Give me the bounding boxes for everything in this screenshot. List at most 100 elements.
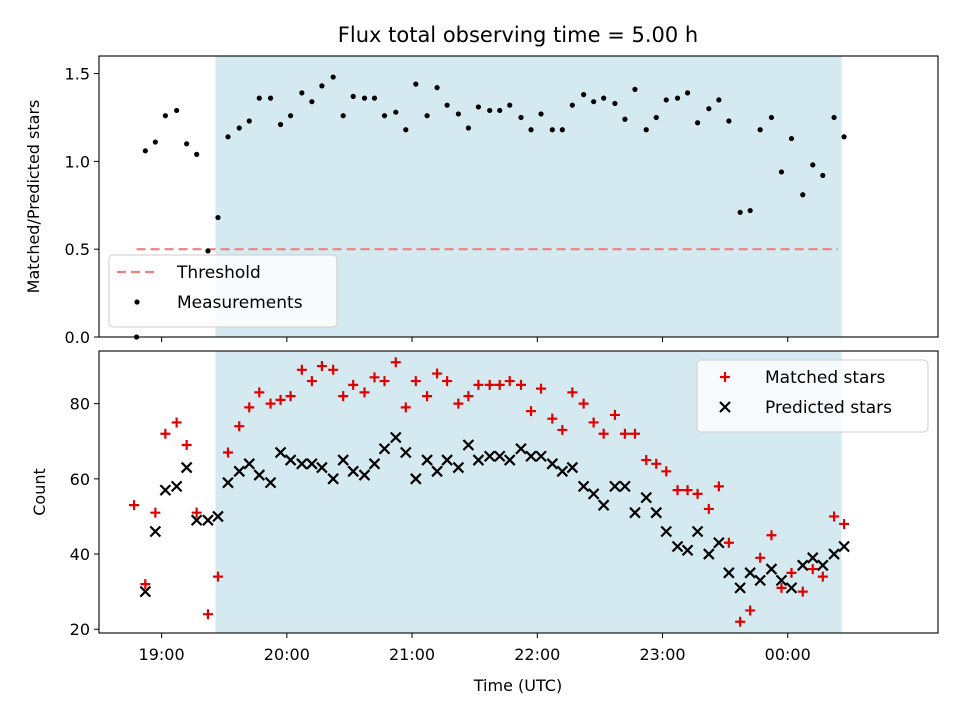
cross-point xyxy=(170,480,183,493)
series-matched-stars xyxy=(129,357,850,627)
cross-point xyxy=(587,488,600,500)
dot-point xyxy=(716,97,722,103)
plus-point xyxy=(839,518,850,529)
cross-point xyxy=(472,454,485,466)
dot-point xyxy=(591,99,597,105)
plus-point xyxy=(442,376,453,387)
plus-point xyxy=(797,586,808,597)
cross-point xyxy=(556,465,569,478)
plus-point xyxy=(703,503,714,514)
dot-point xyxy=(361,95,368,101)
legend-swatch xyxy=(720,372,730,382)
dot-point xyxy=(194,151,200,157)
plus-point xyxy=(390,357,401,368)
cross-point xyxy=(139,585,152,598)
plus-point xyxy=(661,466,672,477)
plus-point xyxy=(829,511,840,522)
dot-point xyxy=(309,99,315,105)
x-tick-label: 19:00 xyxy=(139,645,185,664)
plus-point xyxy=(348,379,359,390)
dot-point xyxy=(800,192,806,198)
dot-point xyxy=(330,74,336,80)
cross-point xyxy=(431,465,443,478)
cross-point xyxy=(337,454,349,466)
cross-point xyxy=(306,458,318,470)
dot-point xyxy=(299,90,305,96)
plus-point xyxy=(432,368,443,379)
plus-point xyxy=(672,485,683,496)
cross-point xyxy=(190,514,203,526)
legend-swatch xyxy=(134,299,140,305)
dot-point xyxy=(810,162,816,168)
legend-box xyxy=(108,254,338,328)
plus-point xyxy=(536,383,547,394)
dot-point xyxy=(444,102,450,108)
dot-point xyxy=(465,125,472,131)
dot-point xyxy=(694,120,701,126)
plus-point xyxy=(285,391,296,402)
cross-point xyxy=(838,540,850,553)
cross-point xyxy=(180,461,193,474)
dot-point xyxy=(538,111,544,117)
plus-point xyxy=(254,387,265,398)
plus-point xyxy=(222,447,233,458)
plus-point xyxy=(129,500,140,511)
plus-point xyxy=(202,609,213,620)
cross-point xyxy=(785,582,798,594)
cross-point xyxy=(202,514,214,526)
plus-point xyxy=(473,379,484,390)
x-tick-label: 22:00 xyxy=(514,645,560,664)
plus-point xyxy=(463,391,474,402)
cross-point xyxy=(483,450,496,463)
cross-point xyxy=(765,563,778,575)
plus-point xyxy=(807,564,818,575)
plus-point xyxy=(422,391,433,402)
cross-point xyxy=(660,525,673,538)
dot-point xyxy=(747,207,753,214)
cross-point xyxy=(462,439,475,451)
legend-swatch xyxy=(719,401,731,413)
cross-point xyxy=(640,491,653,504)
axes-frame xyxy=(98,350,939,634)
cross-point xyxy=(577,480,590,493)
plus-point xyxy=(629,428,640,439)
x-tick-label: 21:00 xyxy=(389,645,435,664)
plus-point xyxy=(516,379,527,390)
cross-point xyxy=(347,465,359,478)
cross-point xyxy=(327,473,339,485)
legend: Matched stars Predicted stars xyxy=(696,359,929,433)
cross-point xyxy=(222,476,234,489)
dot-point xyxy=(674,95,681,101)
dot-point xyxy=(184,141,190,147)
plus-point xyxy=(557,424,568,435)
dot-point xyxy=(256,95,262,101)
cross-point xyxy=(390,431,402,444)
legend-box xyxy=(696,359,929,433)
dot-point xyxy=(267,95,274,101)
cross-point xyxy=(400,446,412,459)
dot-point xyxy=(413,81,419,87)
dot-point xyxy=(581,92,587,98)
plus-point xyxy=(191,507,202,518)
y-axis-label: Matched/Predicted stars xyxy=(24,100,43,294)
plus-point xyxy=(181,440,192,450)
dot-point xyxy=(424,113,430,119)
y-tick-label: 80 xyxy=(70,395,90,414)
cross-point xyxy=(703,548,715,560)
plus-point xyxy=(212,571,223,582)
dot-point xyxy=(757,127,763,133)
cross-point xyxy=(535,450,547,463)
dot-point xyxy=(684,90,691,96)
dot-point xyxy=(518,114,524,121)
plus-point xyxy=(609,409,620,420)
plus-point xyxy=(379,376,390,387)
y-tick-label: 1.5 xyxy=(65,65,90,84)
dot-point xyxy=(528,127,534,133)
dot-point xyxy=(737,209,743,215)
cross-point xyxy=(159,484,172,496)
plus-point xyxy=(641,455,652,466)
dot-point xyxy=(497,107,503,114)
dot-point xyxy=(403,127,409,133)
plus-point xyxy=(713,481,724,492)
